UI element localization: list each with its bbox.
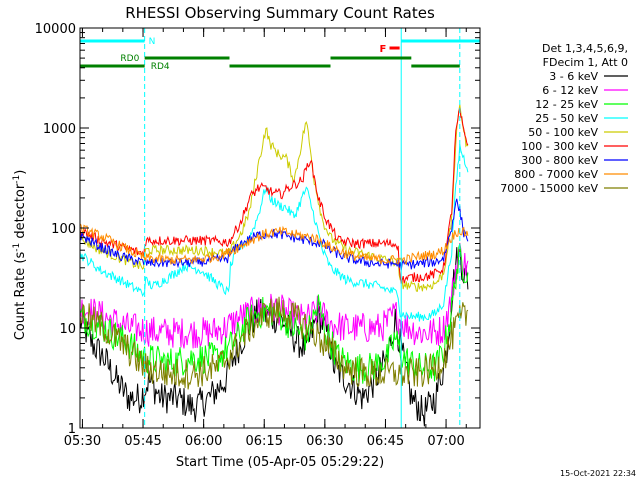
y-tick-label: 100 bbox=[51, 222, 76, 237]
series-line-0 bbox=[79, 246, 469, 427]
y-tick-label: 10000 bbox=[35, 22, 76, 37]
x-tick-label: 06:15 bbox=[246, 434, 283, 449]
y-tick-label: 1000 bbox=[43, 122, 76, 137]
y-axis-label: Count Rate (s-1 detector-1) bbox=[12, 170, 28, 341]
flare-label: F bbox=[379, 44, 386, 55]
legend-entry-label: 800 - 7000 keV bbox=[514, 168, 598, 181]
x-tick-label: 06:45 bbox=[367, 434, 404, 449]
svg-text:Count Rate (s-1 detector-1): Count Rate (s-1 detector-1) bbox=[12, 170, 28, 341]
series-line-8 bbox=[79, 296, 469, 390]
x-tick-label: 05:45 bbox=[124, 434, 161, 449]
y-tick-label: 10 bbox=[59, 322, 76, 337]
x-tick-label: 07:00 bbox=[427, 434, 464, 449]
legend-entry-label: 6 - 12 keV bbox=[542, 84, 598, 97]
x-tick-label: 05:30 bbox=[64, 434, 101, 449]
series-line-3 bbox=[79, 144, 469, 322]
legend-entry-label: 100 - 300 keV bbox=[521, 140, 598, 153]
rd-label: RD4 bbox=[151, 62, 170, 72]
night-label: N bbox=[149, 37, 156, 47]
legend-entry-label: 25 - 50 keV bbox=[535, 112, 598, 125]
legend-entry-label: 7000 - 15000 keV bbox=[500, 182, 598, 195]
plot-area: N F RD0 RD4 1 10 100 1000 10000 05:30 05:45 06:00 06… bbox=[35, 22, 481, 449]
footer-timestamp: 15-Oct-2021 22:34 bbox=[560, 469, 636, 478]
chart-title: RHESSI Observing Summary Count Rates bbox=[125, 4, 435, 22]
legend-header: Det 1,3,4,5,6,9, bbox=[542, 42, 628, 55]
x-axis-label: Start Time (05-Apr-05 05:29:22) bbox=[176, 455, 384, 470]
legend-entry-label: 300 - 800 keV bbox=[521, 154, 598, 167]
series-line-4 bbox=[79, 104, 469, 292]
x-tick-label: 06:00 bbox=[185, 434, 222, 449]
legend-entry-label: 50 - 100 keV bbox=[528, 126, 598, 139]
y-tick-label: 1 bbox=[68, 422, 76, 437]
legend-entry-label: 12 - 25 keV bbox=[535, 98, 598, 111]
legend-header: FDecim 1, Att 0 bbox=[543, 56, 628, 69]
rd-label: RD0 bbox=[120, 54, 139, 64]
x-tick-label: 06:30 bbox=[306, 434, 343, 449]
series-line-7 bbox=[79, 223, 469, 265]
legend: Det 1,3,4,5,6,9,FDecim 1, Att 03 - 6 keV… bbox=[500, 42, 628, 195]
legend-entry-label: 3 - 6 keV bbox=[549, 70, 598, 83]
